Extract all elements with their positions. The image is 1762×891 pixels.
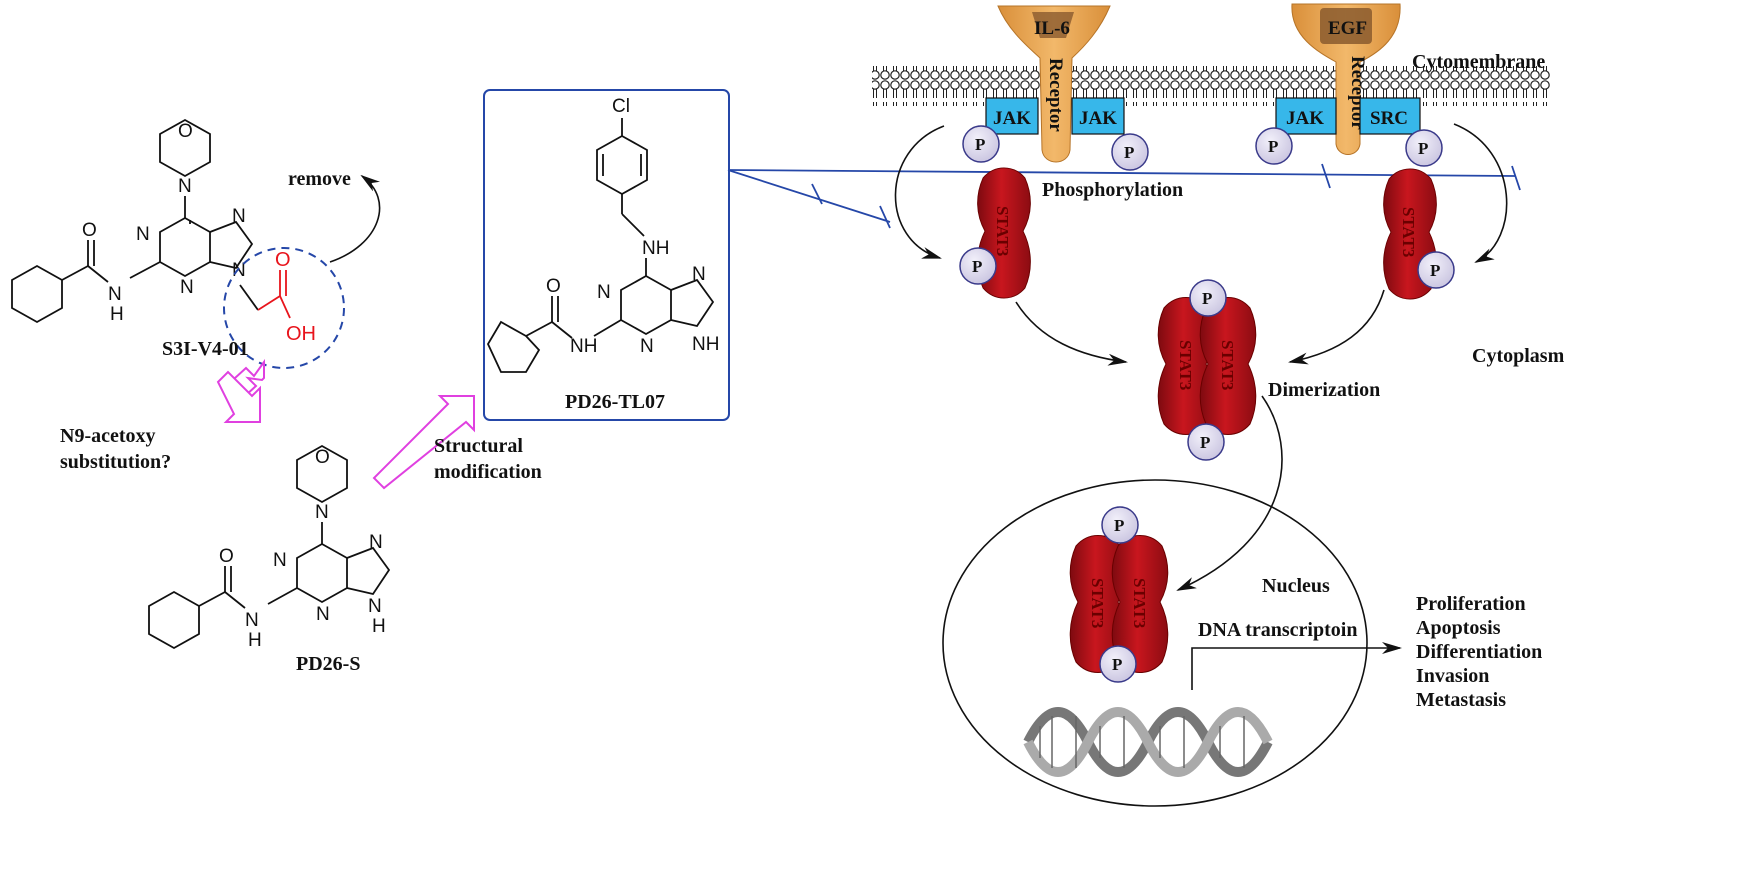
src-box (1359, 97, 1421, 135)
atom-nh5: NH (570, 336, 597, 357)
label-pd26-s: PD26-S (296, 653, 360, 675)
atom-h2: H (372, 616, 386, 637)
cytomembrane (872, 66, 1550, 106)
conversion-arrow-down (216, 370, 261, 423)
atom-n6: N (368, 596, 382, 617)
outcome-5: Metastasis (1416, 689, 1506, 711)
atom-n8: N (316, 604, 330, 625)
outcome-4: Invasion (1416, 665, 1489, 687)
label-jak-1: JAK (993, 108, 1031, 129)
label-egf: EGF (1328, 18, 1367, 39)
label-modification-2: modification (434, 461, 542, 483)
nucleus (942, 479, 1368, 807)
label-question-1: N9-acetoxy (60, 425, 156, 447)
p-4: P (1418, 139, 1428, 158)
label-nucleus: Nucleus (1262, 575, 1330, 597)
label-cytoplasm: Cytoplasm (1472, 345, 1565, 367)
atom-nh2: N (245, 610, 259, 631)
label-il6: IL-6 (1034, 18, 1070, 39)
atom-nh: N (108, 284, 122, 305)
atom-o2: O (82, 220, 97, 241)
atom-n: N (178, 176, 192, 197)
atom-o4: O (219, 546, 234, 567)
compound-s3i-v4-01: O N N N N N N H O O OH (11, 118, 345, 369)
atom-n3: N (180, 277, 194, 298)
atom-cl: Cl (612, 96, 630, 117)
jak-box-3 (1275, 97, 1337, 135)
jak-box-2 (1071, 97, 1125, 135)
p-2: P (1124, 143, 1134, 162)
label-remove: remove (288, 168, 351, 190)
p-7: P (1202, 289, 1212, 308)
atom-nh3: NH (642, 238, 669, 259)
p-5: P (972, 257, 982, 276)
phospho-circle-10 (1099, 645, 1137, 683)
atom-n7b: N (273, 550, 287, 571)
label-receptor-1: Receptor (1045, 58, 1066, 132)
label-dimerization: Dimerization (1268, 379, 1380, 401)
conversion-arrow-up (372, 395, 475, 490)
outcome-1: Proliferation (1416, 593, 1526, 615)
atom-o: O (178, 121, 193, 142)
p-8: P (1200, 433, 1210, 452)
atom-o3: O (315, 447, 330, 468)
atom-o5: O (546, 276, 561, 297)
p-10: P (1112, 655, 1122, 674)
atom-acid-oh: OH (286, 323, 316, 345)
il6-receptor (997, 5, 1111, 163)
atom-n4: N (315, 502, 329, 523)
phospho-circle-9 (1101, 506, 1139, 544)
stat3-label-6: STAT3 (1130, 578, 1149, 628)
stat3-label-1: STAT3 (993, 206, 1012, 256)
phospho-circle-8 (1187, 423, 1225, 461)
atom-acid-o: O (275, 249, 291, 271)
inhibition-lines (727, 163, 1521, 229)
label-question-2: substitution? (60, 451, 171, 473)
compound-pd26-s: O N N N H N N N H O (148, 444, 391, 651)
stat3-label-3: STAT3 (1176, 340, 1195, 390)
p-6: P (1430, 261, 1440, 280)
atom-n9b: N (692, 264, 706, 285)
phospho-circle-6 (1417, 251, 1455, 289)
atom-h3: H (248, 630, 262, 651)
atom-n9: N (232, 260, 246, 281)
label-pd26-tl07: PD26-TL07 (565, 391, 665, 413)
atom-h: H (110, 304, 124, 325)
atom-n10: N (597, 282, 611, 303)
atom-n7: N (232, 206, 246, 227)
compound-pd26-tl07: Cl NH N NH N N NH O (486, 96, 719, 373)
atom-n5: N (369, 532, 383, 553)
phospho-group-top (962, 125, 1443, 171)
label-s3i-v4-01: S3I-V4-01 (162, 338, 249, 360)
compound-box (483, 89, 730, 421)
stat3-label-2: STAT3 (1399, 207, 1418, 257)
p-3: P (1268, 137, 1278, 156)
atom-nh4: NH (692, 334, 719, 355)
egf-receptor (1291, 3, 1401, 155)
stat3-label-4: STAT3 (1218, 340, 1237, 390)
dna-helix (1023, 707, 1273, 777)
phospho-circle-7 (1189, 279, 1227, 317)
label-src: SRC (1370, 108, 1408, 129)
label-jak-3: JAK (1286, 108, 1324, 129)
phospho-circle-5 (959, 247, 997, 285)
atom-n11: N (640, 336, 654, 357)
p-9: P (1114, 516, 1124, 535)
p-1: P (975, 135, 985, 154)
atom-n1: N (136, 224, 150, 245)
label-modification-1: Structural (434, 435, 523, 457)
outcome-3: Differentiation (1416, 641, 1542, 663)
label-jak-2: JAK (1079, 108, 1117, 129)
jak-box-1 (985, 97, 1039, 135)
outcome-2: Apoptosis (1416, 617, 1501, 639)
label-cytomembrane: Cytomembrane (1412, 51, 1545, 73)
label-dna-transcription: DNA transcriptoin (1198, 619, 1357, 641)
label-phosphorylation: Phosphorylation (1042, 179, 1183, 201)
stat3-label-5: STAT3 (1088, 578, 1107, 628)
